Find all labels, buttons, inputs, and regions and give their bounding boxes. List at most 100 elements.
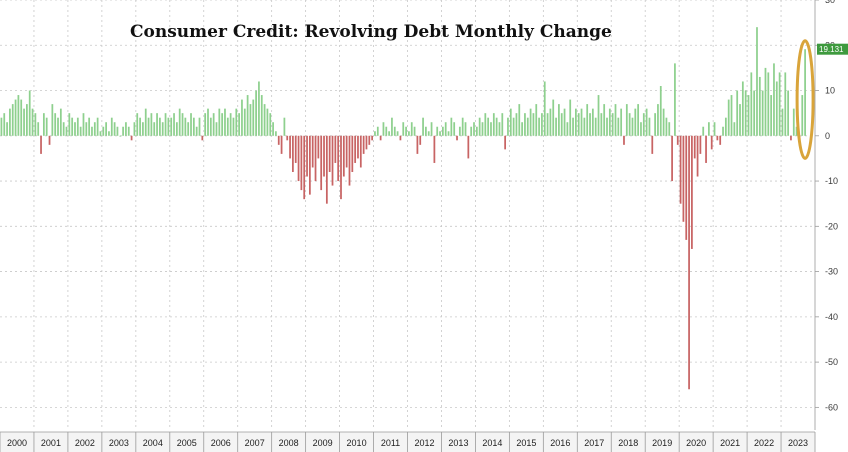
bar (645, 108, 648, 136)
bar (167, 117, 170, 136)
bar (606, 117, 608, 136)
bar (76, 117, 79, 136)
bar (736, 90, 739, 136)
bar (334, 135, 337, 163)
ytick-label: 0 (825, 131, 830, 141)
bar (65, 126, 68, 136)
bar (518, 104, 521, 136)
bar (657, 104, 659, 136)
bar (212, 113, 215, 136)
bar (750, 72, 753, 136)
year-label: 2012 (414, 438, 434, 448)
bar (62, 122, 65, 136)
bar (130, 135, 133, 141)
bar (456, 135, 458, 141)
bar (269, 113, 272, 136)
bar (91, 126, 93, 136)
bar (541, 113, 543, 136)
bar (753, 90, 756, 136)
bar (71, 117, 74, 136)
bar (235, 108, 238, 136)
bar (190, 113, 192, 136)
bar (481, 122, 484, 136)
bar (747, 95, 750, 136)
bar (328, 135, 331, 172)
year-label: 2006 (211, 438, 231, 448)
bar (453, 122, 456, 136)
bar (560, 113, 563, 136)
year-label: 2003 (109, 438, 129, 448)
year-label: 2019 (652, 438, 672, 448)
year-label: 2020 (686, 438, 706, 448)
bar (408, 131, 410, 136)
bar (566, 122, 569, 136)
bar (761, 90, 764, 136)
bar (642, 113, 645, 136)
bar (532, 113, 535, 136)
bar (317, 135, 320, 159)
bar (348, 135, 351, 186)
bar (376, 126, 379, 136)
bar (758, 76, 761, 136)
bar (425, 126, 427, 136)
bar (133, 122, 136, 136)
bar (617, 117, 620, 136)
bar (150, 113, 153, 136)
bar (201, 135, 204, 141)
bar (546, 113, 549, 136)
bar (388, 131, 390, 136)
bar (625, 104, 628, 136)
year-label: 2014 (482, 438, 502, 448)
bar (464, 122, 467, 136)
bar (787, 90, 789, 136)
bar (255, 90, 257, 136)
bar (88, 117, 91, 136)
bar (773, 63, 775, 136)
bar (275, 131, 277, 136)
bar (495, 117, 498, 136)
bar (28, 90, 31, 136)
bar (14, 99, 17, 136)
bar (549, 108, 552, 136)
bar (422, 117, 424, 136)
bar (246, 95, 249, 136)
bar (589, 113, 591, 136)
bar (419, 135, 422, 145)
bar (221, 113, 224, 136)
bar (308, 135, 311, 195)
bar (509, 108, 512, 136)
bar (492, 113, 495, 136)
last-value-label: 19.131 (819, 45, 844, 54)
bar (195, 126, 198, 136)
bar (252, 99, 255, 136)
bar (286, 135, 289, 141)
bar (475, 126, 478, 136)
bar (685, 135, 688, 240)
bar (427, 131, 430, 136)
bar (218, 108, 221, 136)
bar (209, 117, 212, 136)
bar (521, 122, 523, 136)
ytick-label: -20 (825, 221, 838, 231)
bar (600, 113, 603, 136)
bar (563, 108, 566, 136)
bar (555, 117, 557, 136)
bar (9, 108, 11, 136)
bar (634, 108, 637, 136)
bar (651, 135, 654, 154)
bar (679, 135, 682, 204)
bar (399, 135, 402, 141)
year-label: 2001 (41, 438, 61, 448)
bar (713, 122, 716, 136)
bar (147, 117, 150, 136)
bar (215, 122, 218, 136)
grid-layer (0, 0, 815, 430)
bar (515, 113, 518, 136)
year-label: 2009 (313, 438, 333, 448)
bar (784, 72, 787, 136)
bar (45, 117, 48, 136)
bar (204, 113, 207, 136)
bar (156, 113, 158, 136)
bar (693, 135, 696, 159)
